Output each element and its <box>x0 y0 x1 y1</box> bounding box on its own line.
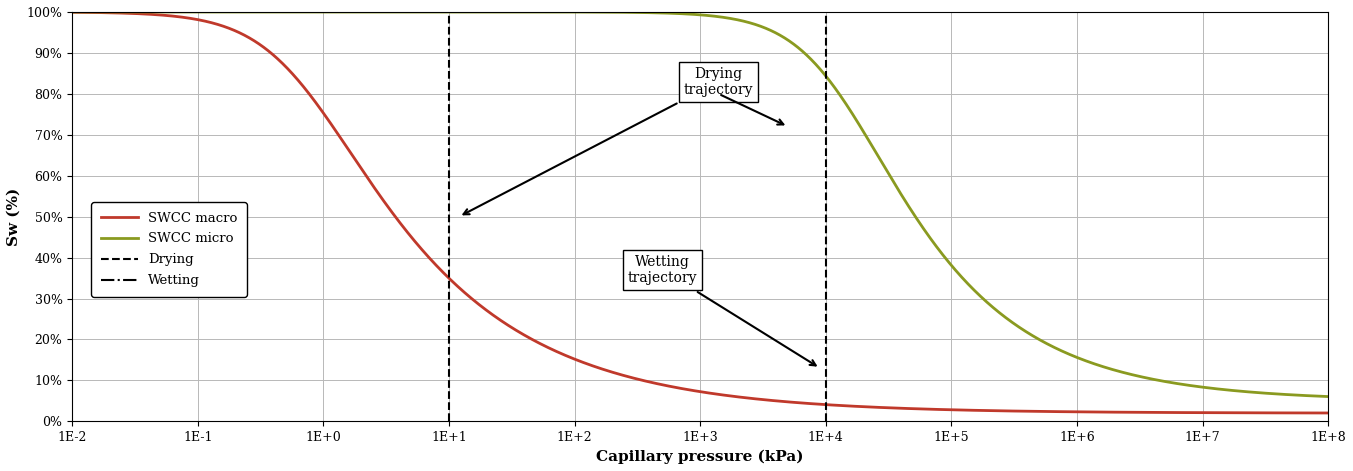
Y-axis label: Sw (%): Sw (%) <box>7 187 20 246</box>
Text: Drying
trajectory: Drying trajectory <box>464 66 754 214</box>
Text: Wetting
trajectory: Wetting trajectory <box>628 255 816 365</box>
X-axis label: Capillary pressure (kPa): Capillary pressure (kPa) <box>597 450 804 464</box>
Legend: SWCC macro, SWCC micro, Drying, Wetting: SWCC macro, SWCC micro, Drying, Wetting <box>92 203 246 297</box>
